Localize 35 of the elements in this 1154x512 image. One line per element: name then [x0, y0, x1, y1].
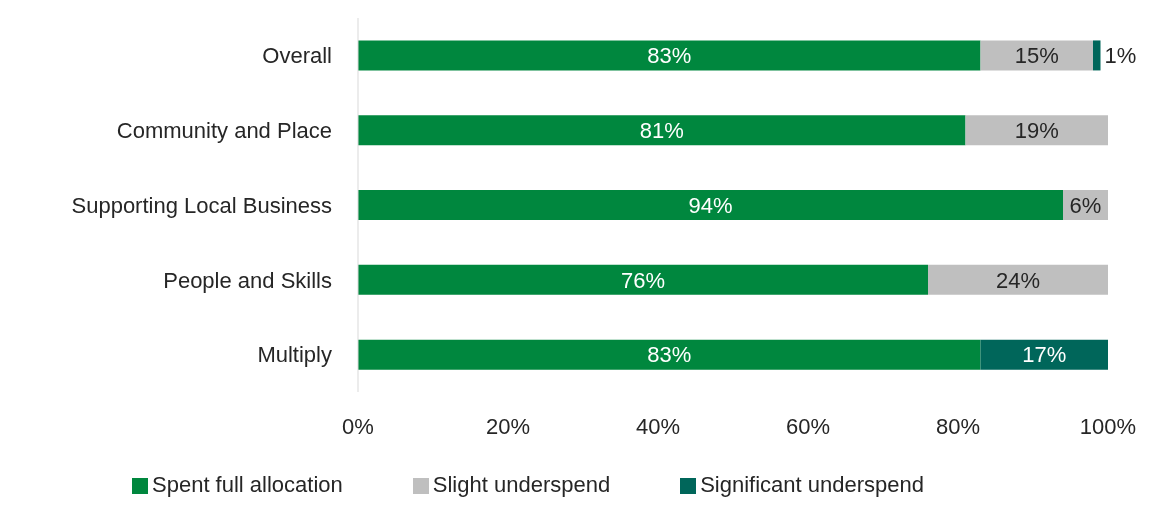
bar [980, 339, 1108, 370]
data-label: 83% [647, 43, 692, 69]
bar [965, 115, 1108, 146]
legend-label: Significant underspend [700, 472, 924, 497]
x-tick-label: 80% [935, 413, 981, 439]
data-label: 94% [688, 192, 733, 218]
bar [358, 190, 1063, 221]
bar [928, 264, 1108, 295]
bar [980, 40, 1093, 71]
legend-label: Spent full allocation [152, 472, 343, 497]
x-tick-label: 0% [342, 413, 374, 439]
y-tick-label: Multiply [257, 342, 332, 368]
data-label: 6% [1069, 192, 1102, 218]
data-label: 19% [1014, 117, 1059, 143]
y-tick-label: Community and Place [116, 118, 332, 144]
data-label: 81% [639, 117, 684, 143]
legend-label: Slight underspend [432, 472, 611, 497]
data-label: 83% [647, 342, 692, 368]
data-label: 1% [1104, 43, 1137, 69]
bar [358, 115, 966, 146]
y-tick-label: Overall [262, 43, 332, 69]
bar [358, 339, 981, 370]
bar [358, 264, 928, 295]
x-tick-label: 20% [485, 413, 531, 439]
data-label: 76% [620, 267, 666, 293]
x-tick-label: 40% [635, 413, 681, 439]
data-label: 15% [1014, 43, 1059, 69]
y-tick-label: Supporting Local Business [71, 192, 332, 218]
bar [358, 40, 981, 71]
bar [1093, 40, 1101, 71]
data-label: 17% [1022, 342, 1067, 368]
x-tick-label: 60% [785, 413, 831, 439]
y-tick-label: People and Skills [163, 267, 332, 293]
data-label: 24% [995, 267, 1041, 293]
x-tick-label: 100% [1079, 413, 1137, 439]
